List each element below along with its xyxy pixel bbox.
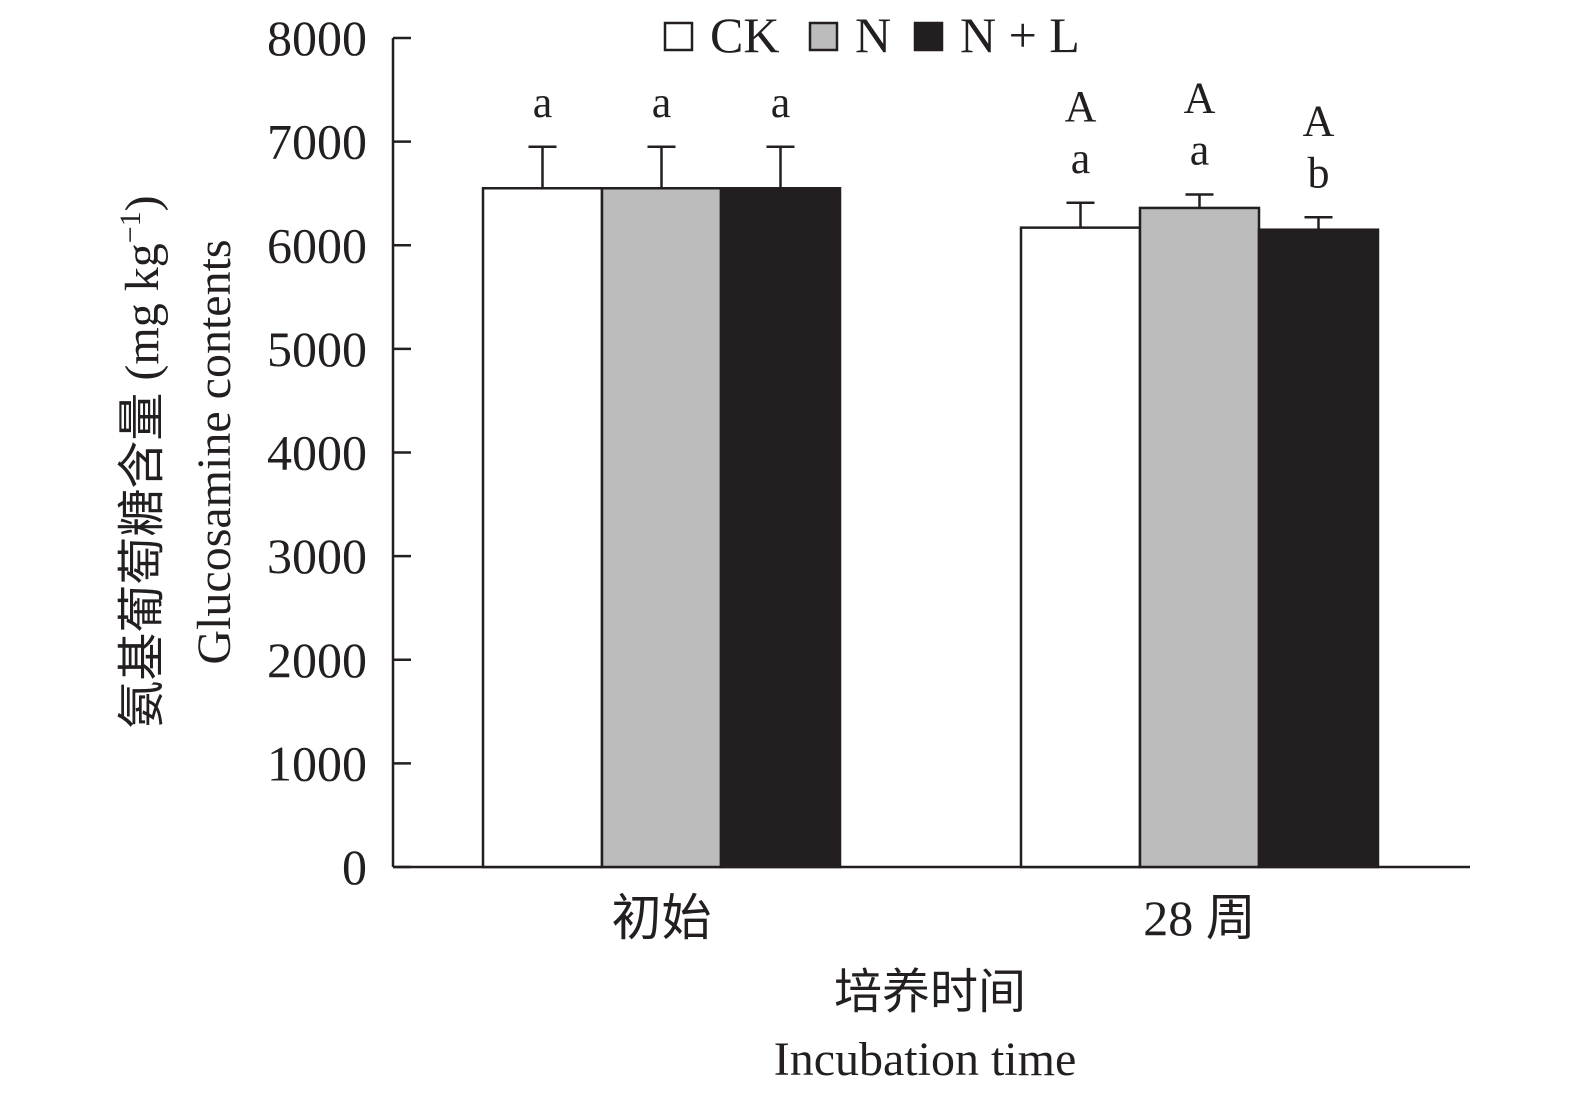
significance-letter-upper: A	[1303, 96, 1335, 145]
y-tick-label: 0	[342, 839, 367, 895]
y-axis-title-close-paren: )	[116, 195, 169, 211]
legend-label: N	[855, 7, 891, 63]
significance-letter-lower: b	[1308, 148, 1330, 197]
y-tick-label: 8000	[267, 10, 367, 66]
bar-n	[600, 187, 723, 869]
legend-swatch	[913, 21, 944, 52]
bar-ck	[1019, 226, 1142, 869]
legend-label: N + L	[960, 7, 1080, 63]
bar-n-l	[719, 187, 842, 869]
y-axis-title-english: Glucosamine contents	[188, 239, 241, 664]
bar-ck	[481, 187, 604, 869]
y-tick-label: 6000	[267, 217, 367, 273]
bar-n	[1138, 206, 1261, 869]
x-category-label: 初始	[612, 890, 712, 946]
x-category-labels: 初始 28 周	[612, 890, 1256, 946]
significance-letter-upper: A	[1184, 73, 1216, 122]
significance-letter-lower: a	[652, 78, 672, 127]
legend: CK N N + L	[663, 7, 1080, 63]
y-axis-title-superscript: −1	[114, 211, 147, 243]
y-ticks: 0 1000 2000 3000 4000 5000 6000 7000 8000	[267, 10, 411, 895]
y-axis-title-chinese: 氨基葡萄糖含量 (mg kg−1)	[114, 195, 169, 728]
legend-swatch	[663, 21, 694, 52]
legend-swatch	[808, 21, 839, 52]
x-axis-title-chinese: 培养时间	[834, 966, 1026, 1019]
y-tick-label: 2000	[267, 632, 367, 688]
significance-letter-lower: a	[1190, 125, 1210, 174]
y-tick-label: 5000	[267, 321, 367, 377]
y-axis-title-chinese-text: 氨基葡萄糖含量 (mg kg	[116, 243, 169, 728]
legend-label: CK	[710, 7, 779, 63]
bars	[481, 187, 1380, 869]
y-tick-label: 7000	[267, 114, 367, 170]
x-axis-title-english: Incubation time	[774, 1033, 1077, 1086]
y-tick-label: 4000	[267, 425, 367, 481]
bar-n-l	[1257, 228, 1380, 869]
significance-letter-lower: a	[771, 78, 791, 127]
significance-letter-upper: A	[1065, 82, 1097, 131]
error-bars	[528, 145, 1333, 230]
significance-letter-lower: a	[1071, 134, 1091, 183]
y-tick-label: 1000	[267, 735, 367, 791]
y-tick-label: 3000	[267, 528, 367, 584]
significance-letter-lower: a	[533, 78, 553, 127]
x-category-label: 28 周	[1143, 890, 1256, 946]
